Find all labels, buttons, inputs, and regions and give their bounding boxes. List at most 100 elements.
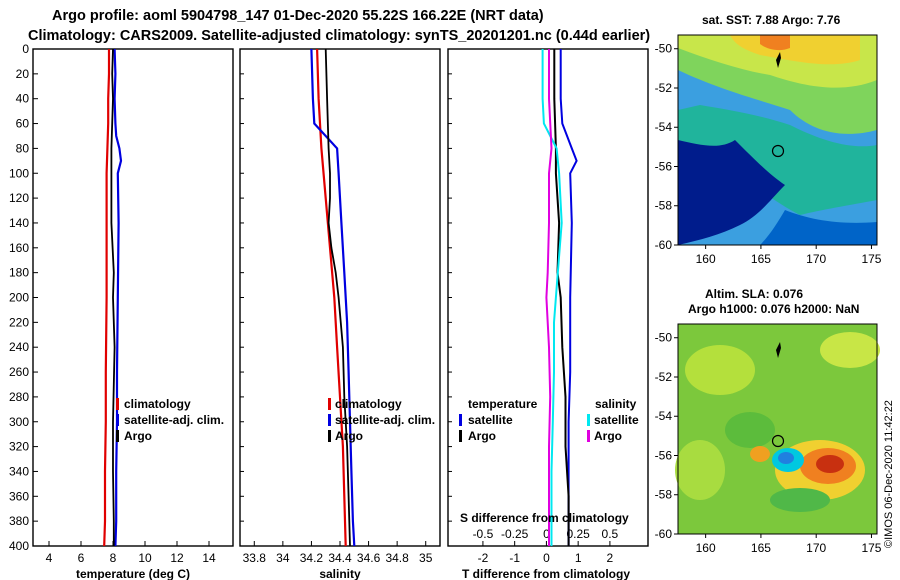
sla-map-subtitle: Argo h1000: 0.076 h2000: NaN [688,302,859,316]
legend-label-satellite: satellite-adj. clim. [124,413,224,427]
series-line-climatology [316,48,347,547]
sst-map-border [677,34,878,246]
legend-swatch-temp-argo [459,430,462,442]
sst-field [678,35,877,245]
depth-tick-label: 220 [9,315,29,329]
depth-tick-label: 400 [9,539,29,553]
depth-tick-label: 40 [16,92,30,106]
difference-panel: -2 -1 0 1 2 -0.5 -0.25 0 0.25 0.5 T difference fro… [447,48,649,580]
series-line-temperature-argo [553,49,570,546]
legend-label-satellite: satellite-adj. clim. [335,413,435,427]
depth-tick-label: 0 [22,42,29,56]
salinity-plot-frame [239,48,441,547]
series-line-salinity-argo [545,49,553,546]
lat-tick-label: -58 [655,199,673,213]
argo-location-marker [771,434,785,448]
legend-label-climatology: climatology [335,397,402,411]
depth-tick-label: 120 [9,191,29,205]
legend-swatch-argo [116,430,119,442]
lon-tick-label: 165 [751,541,771,555]
x-tick-label: 34 [276,551,290,565]
x2-tick-label: -0.5 [473,527,494,541]
lat-tick-label: -50 [655,331,673,345]
lon-tick-label: 160 [696,541,716,555]
salinity-panel: 33.8 34 34.2 34.4 34.6 34.8 35 salinity [239,48,441,580]
depth-tick-label: 160 [9,241,29,255]
series-line-temperature-satellite [559,49,578,546]
legend-label-climatology: climatology [124,397,191,411]
depth-tick-label: 80 [16,141,30,155]
lon-tick-label: 170 [806,252,826,266]
x-tick-label: 34.4 [328,551,352,565]
series-line-satellite-adj-clim- [310,48,356,547]
x-tick-label: 2 [607,551,614,565]
x-tick-label: 34.2 [300,551,324,565]
series-line-argo [324,48,351,547]
lon-tick-label: 160 [696,252,716,266]
legend-label-temp-argo: Argo [468,429,496,443]
temperature-plot-frame [32,48,234,547]
lon-tick-label: 165 [751,252,771,266]
salinity-legend: climatology satellite-adj. clim. Argo [328,397,435,443]
x-tick-label: 35 [419,551,433,565]
sla-map-panel: Altim. SLA: 0.076 Argo h1000: 0.076 h200… [655,287,882,555]
difference-legend: temperature satellite Argo salinity sate… [459,397,639,443]
legend-label-argo: Argo [335,429,363,443]
x-tick-label: -2 [478,551,489,565]
series-line-satellite-adj-clim- [113,48,123,547]
sst-map-title: sat. SST: 7.88 Argo: 7.76 [702,13,841,27]
depth-tick-label: 380 [9,514,29,528]
x-tick-label: 33.8 [243,551,267,565]
lat-tick-label: -52 [655,81,673,95]
lat-tick-label: -56 [655,159,673,173]
x-tick-label: 1 [575,551,582,565]
lat-tick-label: -60 [655,527,673,541]
x-tick-label: 14 [202,551,216,565]
legend-swatch-climatology [328,398,331,410]
lon-tick-label: 175 [861,252,881,266]
depth-tick-label: 180 [9,266,29,280]
x2-tick-label: 0 [543,527,550,541]
series-line-salinity-satellite [541,49,563,546]
legend-label-sal-satellite: satellite [594,413,639,427]
lat-tick-label: -50 [655,42,673,56]
legend-label-sal-argo: Argo [594,429,622,443]
depth-tick-label: 320 [9,440,29,454]
title-line-2: Climatology: CARS2009. Satellite-adjuste… [28,28,650,44]
x-tick-label: 34.8 [385,551,409,565]
lat-tick-label: -60 [655,238,673,252]
x-axis-label: temperature (deg C) [76,567,190,580]
legend-label-temp-satellite: satellite [468,413,513,427]
lat-tick-label: -54 [655,120,673,134]
x2-tick-label: -0.25 [501,527,529,541]
lon-tick-label: 175 [861,541,881,555]
depth-tick-label: 20 [16,67,30,81]
x-axis-label: salinity [319,567,361,580]
sla-field [675,332,880,512]
x-tick-label: 12 [170,551,184,565]
argo-location-marker [771,144,785,158]
legend-title-temperature: temperature [468,397,538,411]
depth-tick-label: 300 [9,415,29,429]
x-tick-label: 34.6 [357,551,381,565]
legend-swatch-satellite [116,414,119,426]
s-difference-axis-label: S difference from climatology [460,511,629,525]
legend-label-argo: Argo [124,429,152,443]
lat-tick-label: -56 [655,448,673,462]
sla-map-border [677,323,878,535]
x2-tick-label: 0.25 [566,527,590,541]
x-tick-label: 4 [46,551,53,565]
x-tick-label: -1 [509,551,520,565]
temperature-panel: 0 20 40 60 80 100 120 140 160 180 200 220 240 260 280 3… [9,42,234,580]
lat-tick-label: -54 [655,409,673,423]
legend-swatch-argo [328,430,331,442]
series-line-climatology [103,49,111,547]
depth-tick-label: 100 [9,166,29,180]
depth-tick-label: 340 [9,464,29,478]
temperature-legend: climatology satellite-adj. clim. Argo [116,397,224,443]
legend-swatch-satellite [328,414,331,426]
legend-swatch-temp-satellite [459,414,462,426]
legend-title-salinity: salinity [595,397,637,411]
x2-tick-label: 0.5 [602,527,619,541]
